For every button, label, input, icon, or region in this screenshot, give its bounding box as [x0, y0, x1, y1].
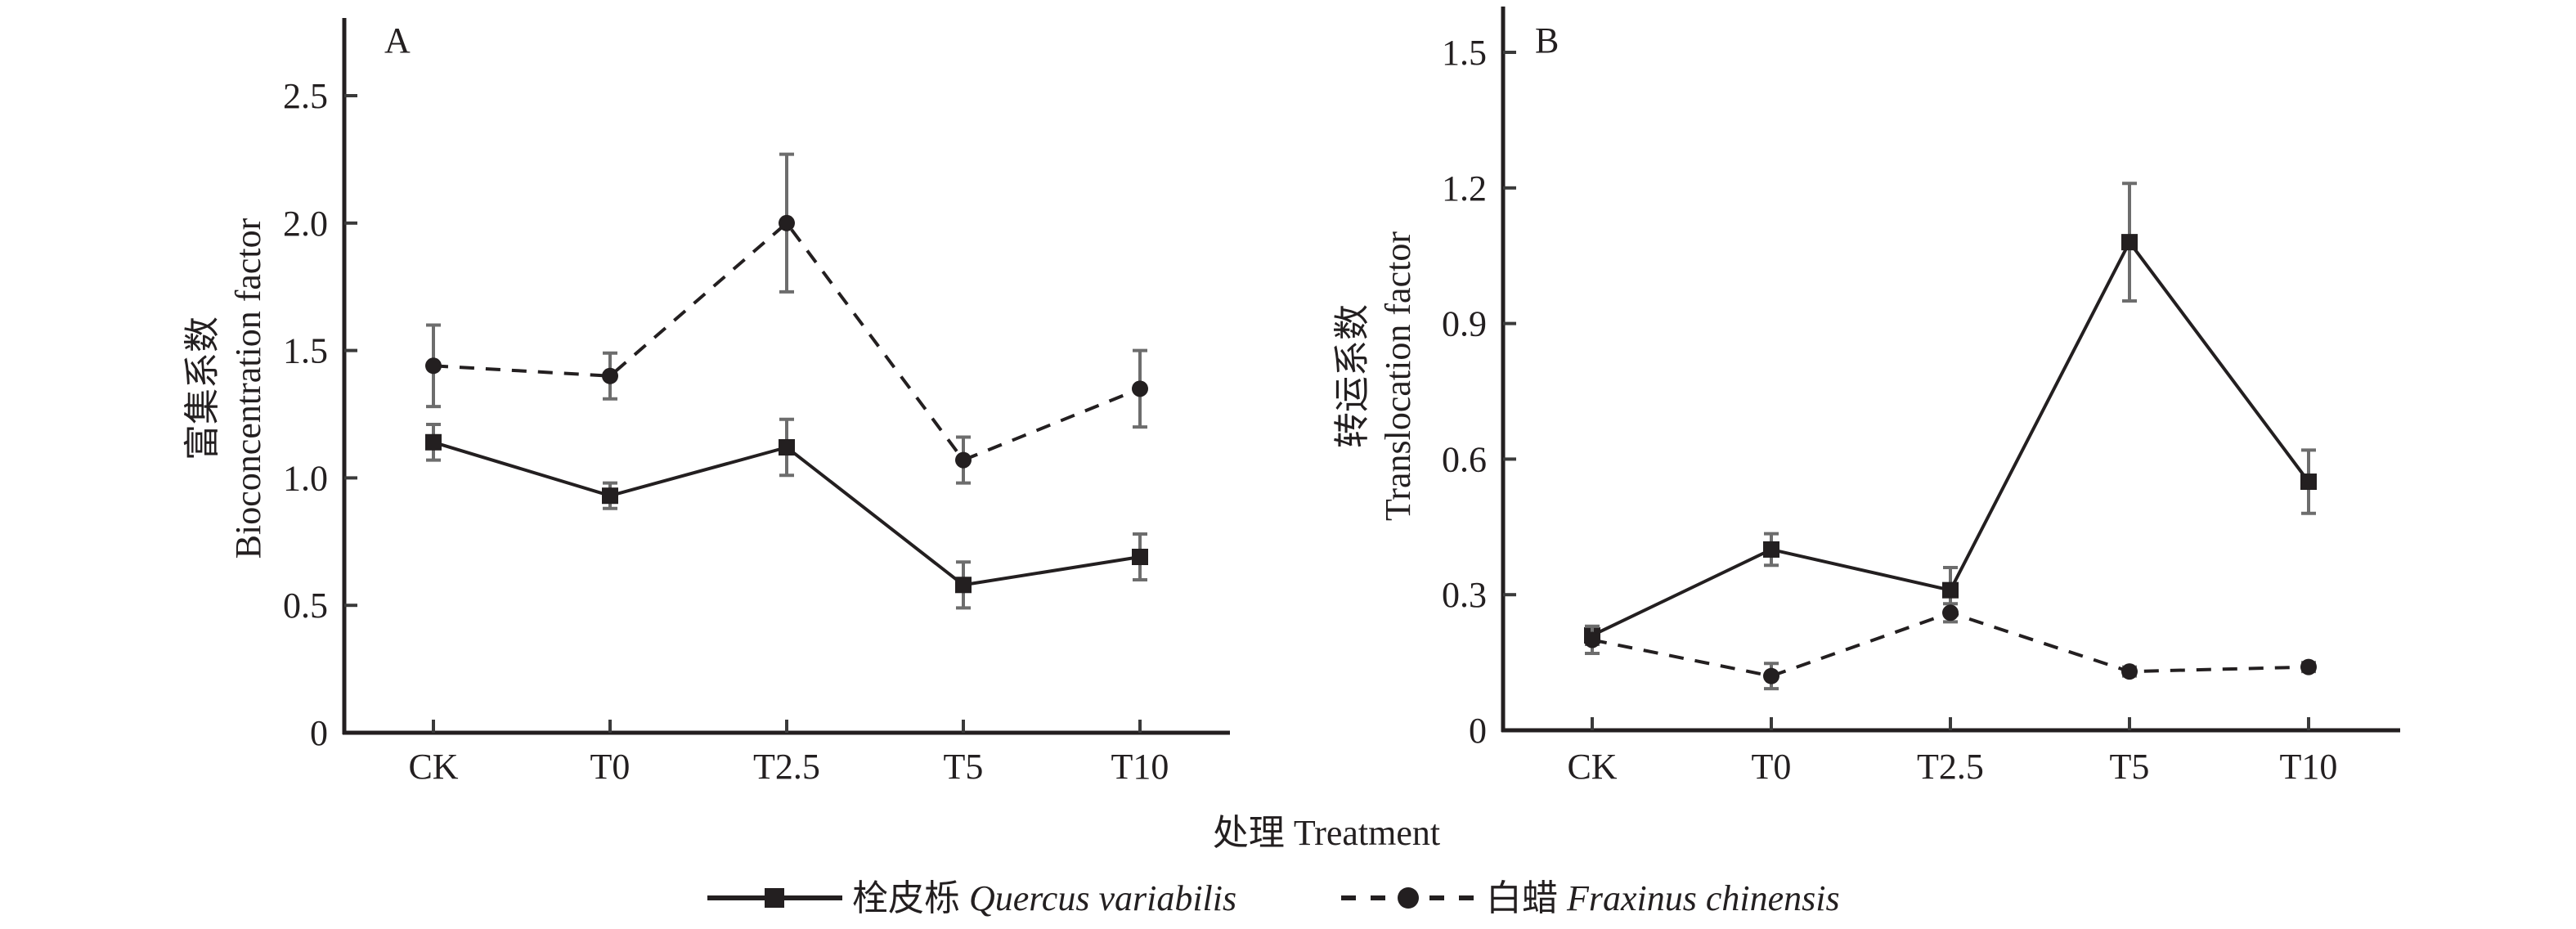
x-axis-title: 处理 Treatment	[1213, 813, 1440, 853]
x-tick-label: T5	[2110, 747, 2150, 787]
y-tick-label: 0	[1469, 711, 1487, 751]
legend-label-fraxinus-latin: Fraxinus chinensis	[1566, 878, 1840, 918]
x-axis-title-cn: 处理	[1213, 813, 1285, 853]
y-tick-label: 0.6	[1442, 439, 1487, 479]
data-point-circle	[602, 367, 618, 384]
y-tick-label: 0.3	[1442, 575, 1487, 615]
y-tick-label: 0.9	[1442, 304, 1487, 344]
y-tick-label: 1.5	[283, 331, 328, 371]
data-point-circle	[1942, 604, 1959, 622]
y-axis-title-en: Bioconcentration factor	[228, 218, 268, 559]
y-tick-label: 2.0	[283, 204, 328, 244]
panel-label: B	[1535, 20, 1559, 61]
y-axis-title-cn: 转运系数	[1332, 304, 1372, 448]
series-fraxinus	[1584, 602, 2317, 691]
legend-item-quercus: 栓皮栎 Quercus variabilis	[707, 878, 1236, 918]
x-tick-label: T2.5	[753, 747, 820, 787]
x-tick-label: T10	[1111, 747, 1169, 787]
legend-circle-marker	[1398, 887, 1419, 909]
legend: 栓皮栎 Quercus variabilis 白蜡 Fraxinus chine…	[707, 878, 1840, 918]
legend-label-quercus: 栓皮栎 Quercus variabilis	[852, 878, 1236, 918]
series-fraxinus	[425, 152, 1148, 485]
series-line	[433, 220, 1141, 463]
x-tick-label: T5	[944, 747, 984, 787]
data-point-circle	[2121, 663, 2138, 680]
y-tick-label: 1.0	[283, 458, 328, 498]
x-axis-title-en: Treatment	[1294, 813, 1440, 853]
x-tick-label: T0	[1752, 747, 1792, 787]
data-point-circle	[955, 451, 972, 469]
x-tick-label: T0	[590, 747, 631, 787]
x-tick-label: CK	[1567, 747, 1617, 787]
x-tick-label: T2.5	[1917, 747, 1984, 787]
data-point-square	[602, 487, 618, 505]
data-point-square	[955, 577, 972, 594]
data-point-square	[779, 439, 795, 456]
legend-label-fraxinus-cn: 白蜡	[1486, 878, 1558, 918]
panel-label: A	[384, 20, 411, 61]
data-point-square	[1942, 581, 1959, 599]
data-point-circle	[425, 357, 442, 375]
y-tick-label: 0.5	[283, 586, 328, 626]
series-quercus	[1584, 182, 2317, 646]
data-point-circle	[2300, 658, 2317, 675]
data-point-circle	[1132, 380, 1148, 397]
x-tick-label: CK	[408, 747, 458, 787]
data-point-circle	[779, 214, 795, 231]
data-point-square	[425, 433, 442, 451]
y-axis-title-en: Translocation factor	[1378, 231, 1418, 521]
data-point-square	[1132, 548, 1148, 565]
y-tick-label: 0	[310, 713, 328, 753]
data-point-circle	[1763, 667, 1779, 684]
legend-square-marker	[765, 888, 784, 908]
panel-b: 0 0.3 0.6 0.9 1.2 1.5 CK T0 T2.5 T5 T10 B 转运系数 Transl…	[1332, 7, 2400, 787]
data-point-square	[2121, 234, 2138, 251]
panel-a: 0 0.5 1.0 1.5 2.0 2.5 CK T0 T2.5 T5 T10 A 富集系数 Biocon…	[182, 18, 1230, 787]
y-tick-label: 2.5	[283, 76, 328, 116]
y-tick-label: 1.5	[1442, 33, 1487, 73]
y-axis-title-cn: 富集系数	[182, 316, 222, 460]
data-point-square	[1763, 541, 1779, 558]
legend-label-quercus-latin: Quercus variabilis	[969, 878, 1236, 918]
series-quercus	[425, 417, 1148, 610]
legend-item-fraxinus: 白蜡 Fraxinus chinensis	[1341, 878, 1840, 918]
legend-label-fraxinus: 白蜡 Fraxinus chinensis	[1486, 878, 1840, 918]
x-tick-label: T10	[2280, 747, 2338, 787]
y-tick-label: 1.2	[1442, 168, 1487, 209]
data-point-square	[2300, 473, 2317, 491]
data-point-circle	[1584, 631, 1600, 649]
legend-label-quercus-cn: 栓皮栎	[852, 878, 960, 918]
